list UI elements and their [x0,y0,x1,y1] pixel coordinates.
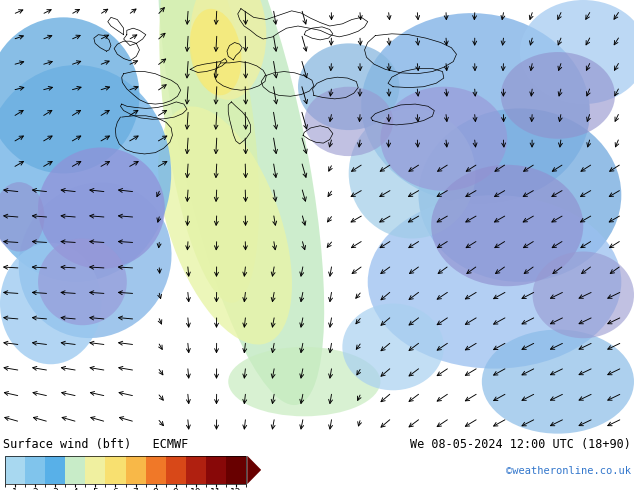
Ellipse shape [501,52,615,139]
Text: We 08-05-2024 12:00 UTC (18+90): We 08-05-2024 12:00 UTC (18+90) [410,438,631,451]
Ellipse shape [190,9,242,95]
Ellipse shape [38,147,165,269]
Ellipse shape [380,87,507,191]
Ellipse shape [0,65,171,282]
Polygon shape [247,456,261,484]
Ellipse shape [520,0,634,104]
Ellipse shape [298,43,399,130]
Ellipse shape [533,251,634,338]
Ellipse shape [431,165,583,286]
Ellipse shape [304,87,393,156]
Ellipse shape [158,106,292,344]
Ellipse shape [158,0,324,405]
Ellipse shape [159,0,259,303]
Ellipse shape [38,239,127,325]
Ellipse shape [482,330,634,434]
Ellipse shape [190,0,266,100]
Ellipse shape [18,182,172,338]
Ellipse shape [418,108,621,282]
Ellipse shape [228,347,380,416]
Ellipse shape [342,303,444,390]
Ellipse shape [368,195,621,368]
Ellipse shape [361,13,590,204]
Text: ©weatheronline.co.uk: ©weatheronline.co.uk [506,466,631,476]
Ellipse shape [0,182,44,251]
Ellipse shape [0,17,139,173]
Ellipse shape [0,243,101,364]
Ellipse shape [349,108,476,239]
Text: Surface wind (bft)   ECMWF: Surface wind (bft) ECMWF [3,438,188,451]
